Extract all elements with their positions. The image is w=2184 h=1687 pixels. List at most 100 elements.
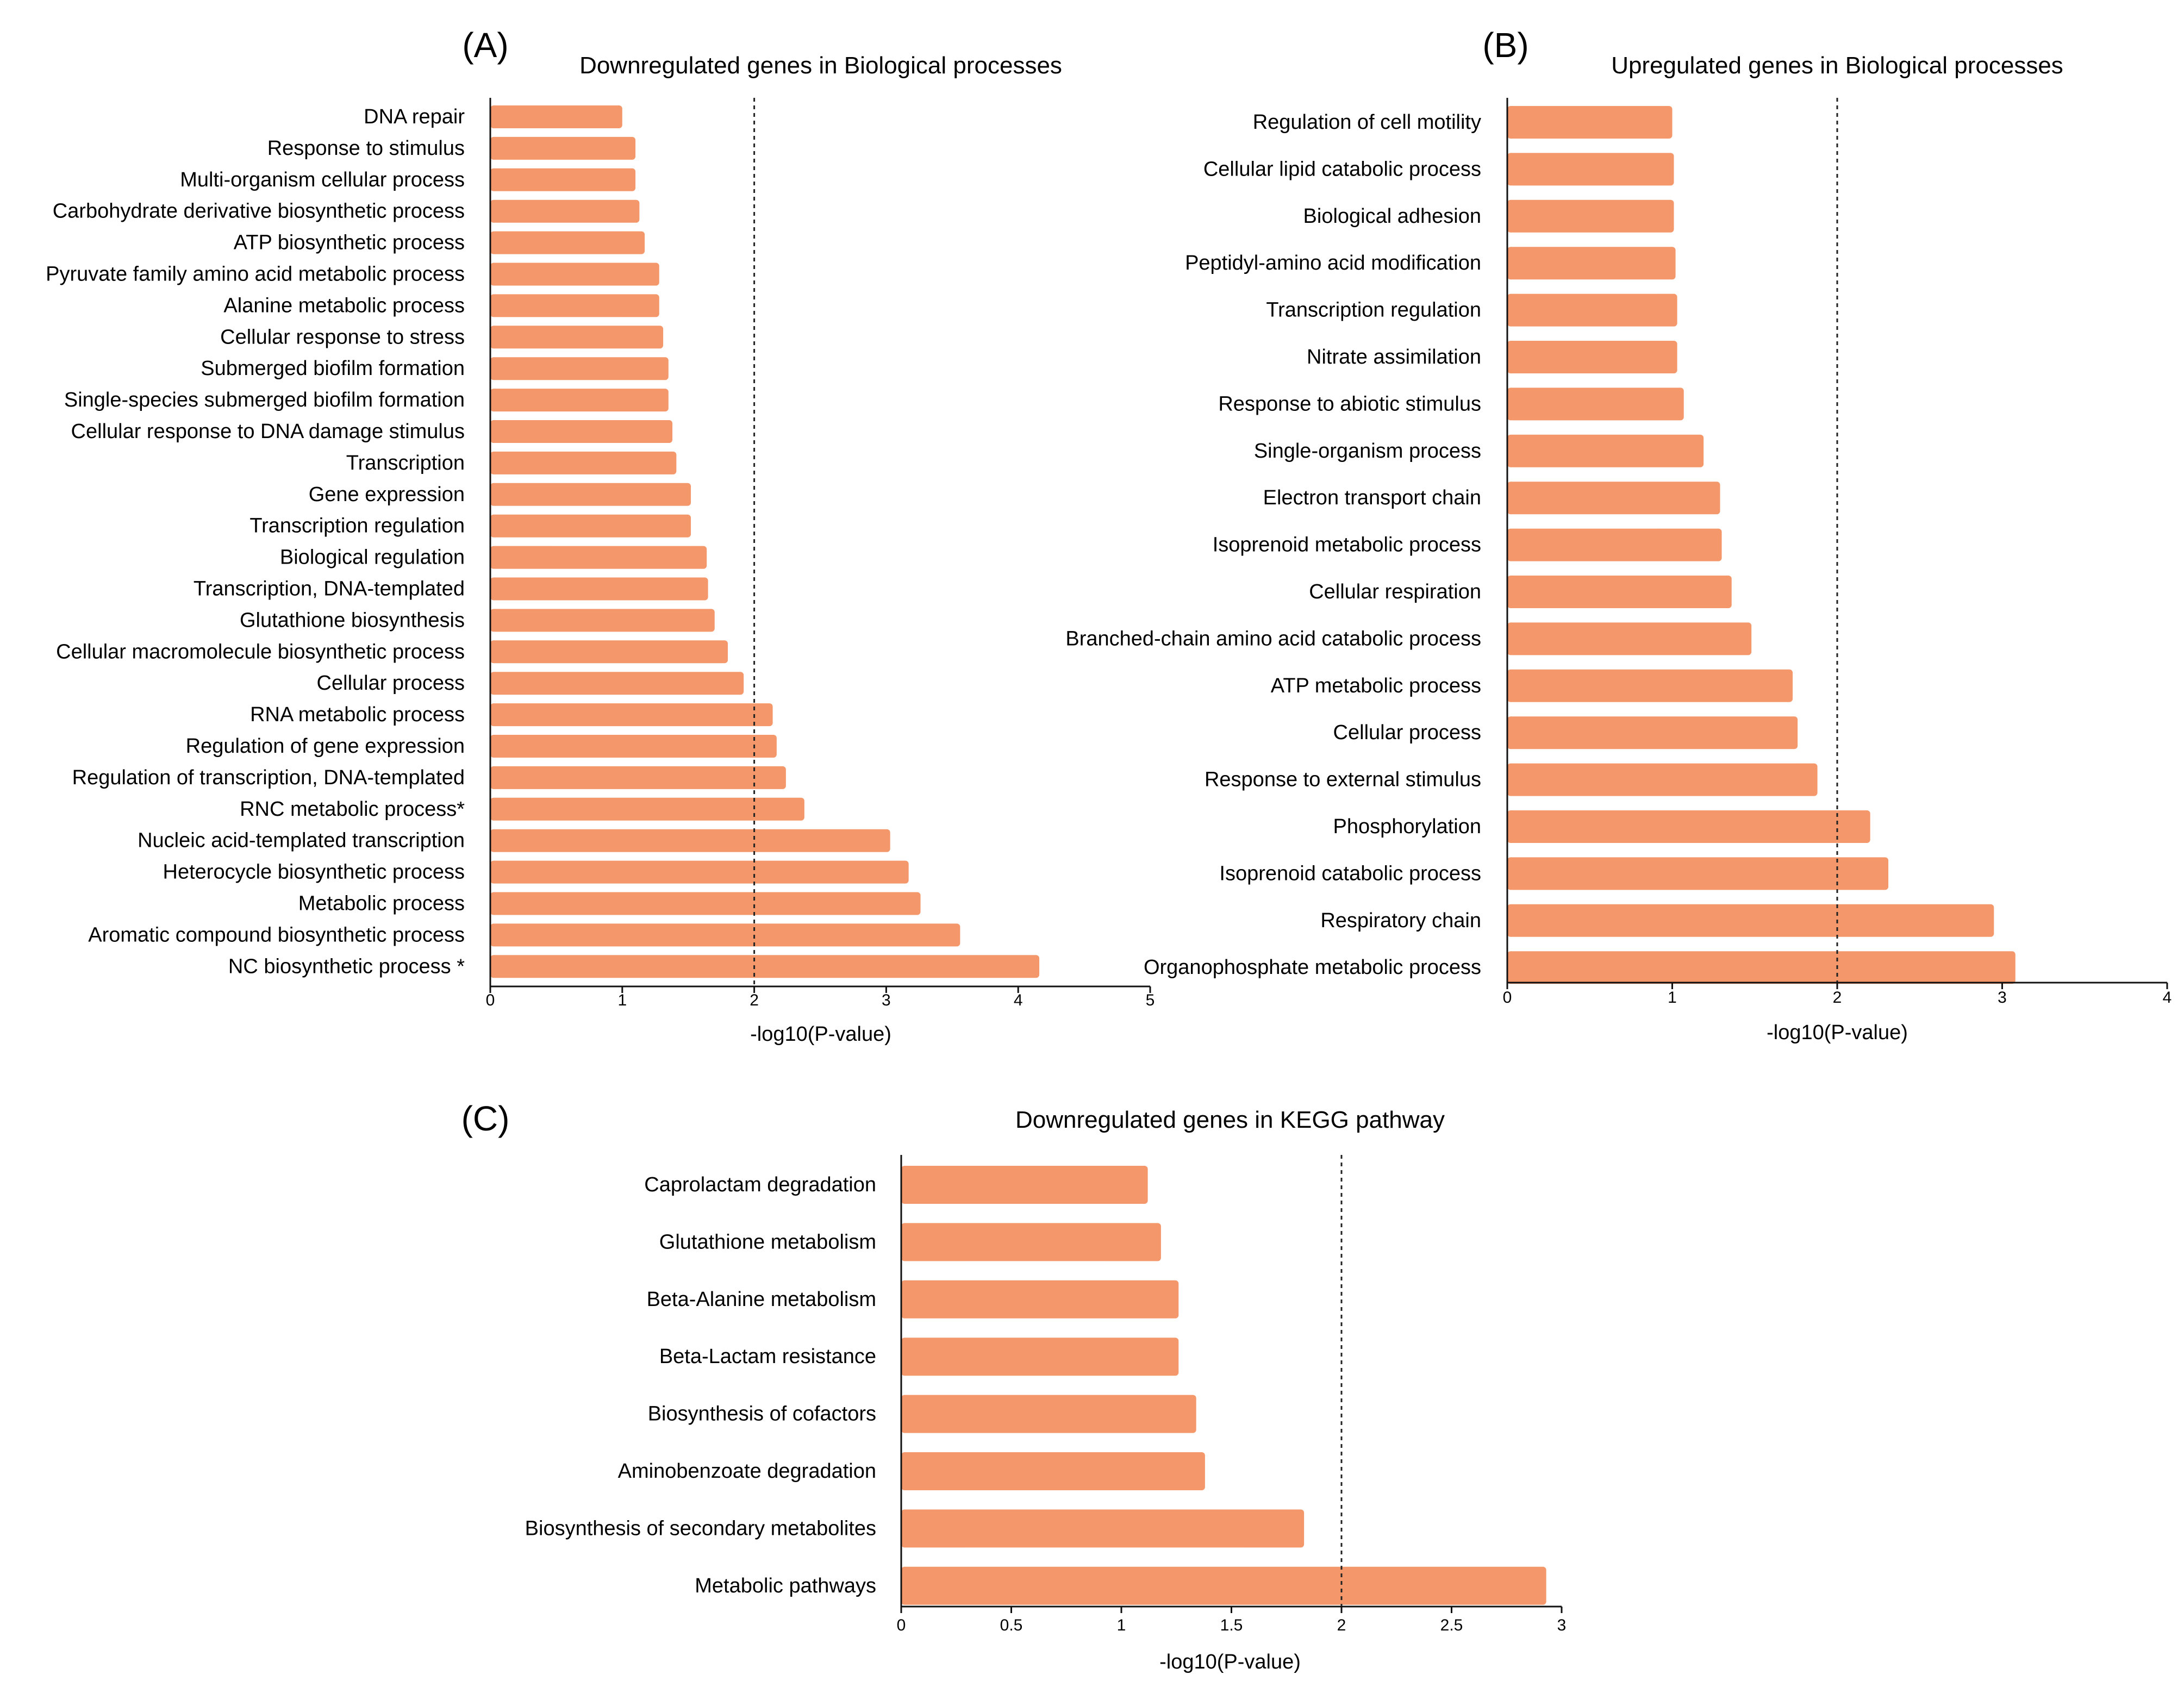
bar <box>490 703 773 727</box>
x-tick-label: 2 <box>750 991 759 1009</box>
category-label: Pyruvate family amino acid metabolic pro… <box>46 263 465 286</box>
category-label: Metabolic process <box>298 892 465 915</box>
bar <box>490 294 659 317</box>
x-tick-label: 3 <box>1557 1616 1567 1634</box>
bar <box>490 168 636 191</box>
category-label: Cellular response to stress <box>220 326 465 348</box>
bar <box>490 105 622 128</box>
category-label: Biosynthesis of secondary metabolites <box>525 1517 876 1540</box>
x-tick-label: 0 <box>1503 989 1512 1007</box>
bar <box>901 1166 1148 1204</box>
bar <box>1507 576 1732 608</box>
x-tick-label: 0 <box>897 1616 906 1634</box>
category-label: Cellular respiration <box>1309 580 1481 603</box>
category-label: RNA metabolic process <box>250 703 465 726</box>
bar <box>1507 528 1722 561</box>
category-label: Submerged biofilm formation <box>201 357 465 380</box>
x-tick-label: 0.5 <box>1000 1616 1023 1634</box>
category-label: Transcription, DNA-templated <box>194 578 465 601</box>
category-label: Beta-Lactam resistance <box>659 1345 876 1368</box>
bar <box>1507 482 1720 515</box>
category-label: Electron transport chain <box>1263 486 1481 509</box>
category-label: Phosphorylation <box>1333 815 1481 838</box>
panel-c: (C) Downregulated genes in KEGG pathway Ca… <box>461 1099 1567 1673</box>
category-label: Response to stimulus <box>267 137 465 160</box>
chart-title: Downregulated genes in KEGG pathway <box>1015 1107 1445 1133</box>
category-label: Regulation of cell motility <box>1253 111 1481 134</box>
category-label: Cellular process <box>317 672 465 695</box>
bar <box>1507 904 1994 937</box>
bar <box>490 136 636 160</box>
category-label: RNC metabolic process* <box>240 798 465 821</box>
bar <box>490 420 673 443</box>
bar <box>901 1280 1179 1319</box>
bar <box>1507 247 1676 280</box>
category-label: Response to abiotic stimulus <box>1218 392 1481 415</box>
category-label: Carbohydrate derivative biosynthetic pro… <box>53 200 465 223</box>
bar <box>490 766 786 789</box>
category-label: Aminobenzoate degradation <box>618 1460 876 1483</box>
bar <box>490 829 890 852</box>
x-tick-label: 2 <box>1833 989 1842 1007</box>
bar <box>1507 434 1704 467</box>
x-axis-title: -log10(P-value) <box>750 1023 891 1046</box>
category-label: Response to external stimulus <box>1205 768 1481 791</box>
bar <box>901 1566 1546 1605</box>
bar <box>490 514 691 538</box>
bar <box>490 483 691 506</box>
panel-letter: (C) <box>461 1099 510 1138</box>
category-label: Cellular lipid catabolic process <box>1203 158 1481 180</box>
chart-title: Upregulated genes in Biological processe… <box>1611 52 2063 79</box>
category-label: Transcription regulation <box>249 515 465 538</box>
bar <box>490 263 659 286</box>
chart-title: Downregulated genes in Biological proces… <box>579 52 1062 79</box>
x-tick-label: 4 <box>1014 991 1023 1009</box>
bar <box>490 892 921 915</box>
bar <box>1507 622 1752 655</box>
bar <box>1507 388 1684 421</box>
bar <box>1507 153 1674 186</box>
category-label: Organophosphate metabolic process <box>1144 956 1481 979</box>
bar <box>490 199 640 223</box>
category-label: Nitrate assimilation <box>1307 346 1481 368</box>
category-label: ATP biosynthetic process <box>234 232 465 254</box>
bar <box>1507 810 1870 843</box>
panel-b: (B) Upregulated genes in Biological proce… <box>1065 26 2171 1044</box>
bar <box>490 357 669 380</box>
category-label: Peptidyl-amino acid modification <box>1185 252 1481 274</box>
bar <box>490 860 909 884</box>
category-label: Metabolic pathways <box>695 1574 876 1597</box>
x-tick-label: 1.5 <box>1220 1616 1243 1634</box>
bar <box>901 1509 1305 1548</box>
bar <box>490 546 707 569</box>
x-tick-label: 3 <box>1998 989 2007 1007</box>
bar <box>1507 199 1674 233</box>
panel-a: (A) Downregulated genes in Biological pro… <box>46 26 1155 1046</box>
x-tick-label: 5 <box>1146 991 1155 1009</box>
category-label: Isoprenoid catabolic process <box>1219 862 1481 885</box>
category-label: Cellular response to DNA damage stimulus <box>71 420 465 443</box>
category-label: Transcription <box>346 452 465 474</box>
bar <box>490 231 645 254</box>
x-tick-label: 4 <box>2163 989 2172 1007</box>
category-label: Cellular macromolecule biosynthetic proc… <box>56 640 465 663</box>
category-label: Regulation of transcription, DNA-templat… <box>72 766 465 789</box>
category-label: Isoprenoid metabolic process <box>1213 534 1481 557</box>
x-tick-label: 1 <box>1117 1616 1126 1634</box>
bar <box>490 955 1040 978</box>
bar <box>490 389 669 412</box>
panel-letter: (A) <box>462 26 508 65</box>
bar <box>490 609 715 632</box>
x-axis-title: -log10(P-value) <box>1159 1651 1301 1673</box>
bar <box>490 672 744 695</box>
bar <box>490 923 960 947</box>
category-label: Respiratory chain <box>1320 909 1481 932</box>
category-label: Multi-organism cellular process <box>180 168 465 191</box>
panel-letter: (B) <box>1482 26 1528 65</box>
category-label: Beta-Alanine metabolism <box>647 1288 876 1311</box>
bar <box>490 451 677 474</box>
category-label: Branched-chain amino acid catabolic proc… <box>1065 627 1481 650</box>
bar <box>1507 669 1793 702</box>
category-label: NC biosynthetic process * <box>228 955 465 978</box>
category-label: Glutathione biosynthesis <box>240 609 465 632</box>
